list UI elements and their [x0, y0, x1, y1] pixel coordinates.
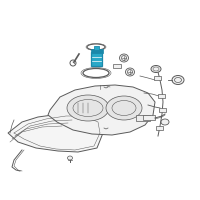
- Bar: [158, 94, 164, 98]
- Bar: [90, 49, 102, 53]
- Polygon shape: [8, 114, 103, 152]
- Bar: [136, 115, 150, 121]
- Ellipse shape: [172, 75, 184, 84]
- Bar: [154, 76, 160, 80]
- Ellipse shape: [67, 95, 109, 121]
- Bar: [158, 108, 166, 112]
- Ellipse shape: [161, 119, 169, 125]
- Bar: [91, 52, 102, 66]
- Ellipse shape: [68, 156, 72, 160]
- Ellipse shape: [126, 68, 134, 76]
- Ellipse shape: [151, 66, 161, 72]
- Bar: [113, 64, 121, 68]
- Ellipse shape: [106, 96, 142, 120]
- Polygon shape: [48, 85, 155, 135]
- Bar: [143, 115, 155, 120]
- Bar: [94, 46, 99, 50]
- Ellipse shape: [120, 54, 128, 62]
- Bar: [156, 126, 162, 130]
